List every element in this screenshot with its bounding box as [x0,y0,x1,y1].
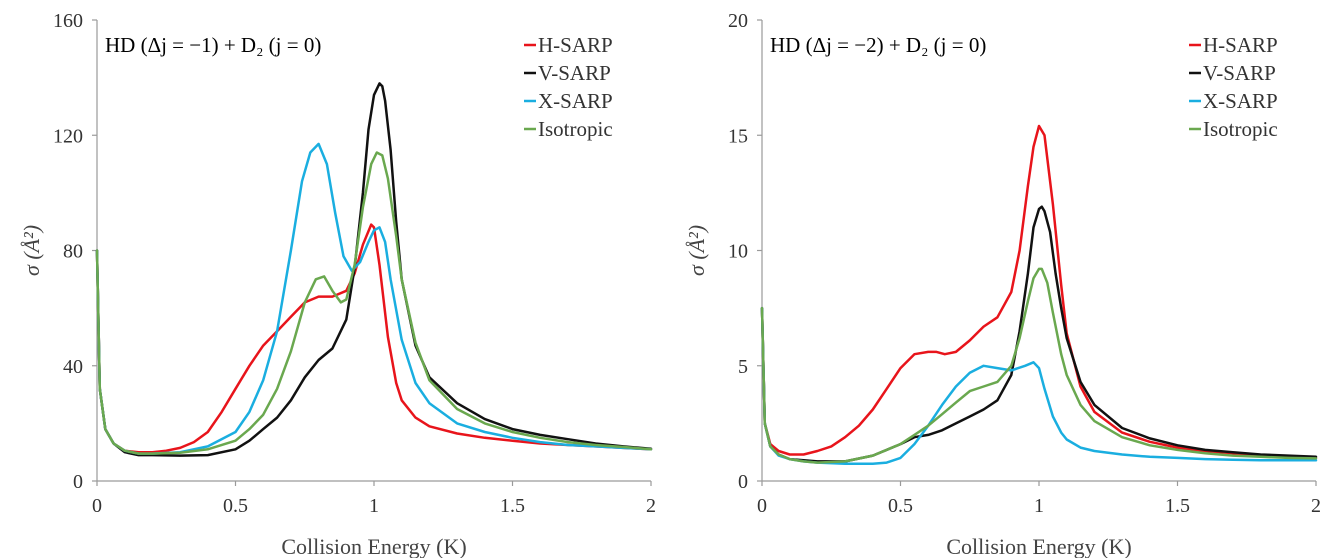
y-tick-label: 120 [53,125,83,147]
series-line-x-sarp [760,306,1318,465]
chart-title: HD (Δj = −1) + D₂ (j = 0) [105,33,321,57]
legend-label: Isotropic [1203,117,1278,141]
x-tick-label: 1 [1034,495,1044,517]
x-tick-label: 0.5 [223,495,248,517]
x-tick-label: 0 [92,495,102,517]
x-tick-label: 0.5 [888,495,913,517]
series-line-isotropic [95,151,653,455]
legend-label: V-SARP [1203,61,1276,85]
legend-label: H-SARP [1203,33,1278,57]
y-tick-label: 0 [738,471,748,493]
x-tick-label: 1 [369,495,379,517]
y-tick-label: 20 [728,10,748,32]
y-tick-label: 5 [738,356,748,378]
legend-label: Isotropic [538,117,613,141]
legend-label: X-SARP [538,89,613,113]
legend-label: H-SARP [538,33,613,57]
chart-title: HD (Δj = −2) + D₂ (j = 0) [770,33,986,57]
y-tick-label: 15 [728,125,748,147]
legend-label: V-SARP [538,61,611,85]
x-tick-label: 1.5 [500,495,525,517]
x-tick-label: 1.5 [1165,495,1190,517]
series-line-x-sarp [95,142,653,455]
x-axis-label: Collision Energy (K) [946,534,1131,558]
chart-right: 0 5 10 15 20 0 0.5 1 1.5 2 Collision Energy (K) σ (… [684,10,1321,558]
x-axis-label: Collision Energy (K) [281,534,466,558]
y-tick-label: 160 [53,10,83,32]
legend-label: X-SARP [1203,89,1278,113]
y-tick-label: 0 [73,471,83,493]
x-tick-label: 2 [1311,495,1321,517]
y-axis-label: σ (Å²) [684,225,709,276]
y-tick-label: 10 [728,241,748,263]
y-tick-label: 40 [63,356,83,378]
chart-left: 0 40 80 120 160 0 0.5 1 1.5 2 Collision Energy (K)… [19,10,656,558]
x-tick-label: 2 [646,495,656,517]
y-tick-label: 80 [63,241,83,263]
series-line-v-sarp [760,205,1318,463]
series-line-isotropic [760,267,1318,464]
series-line-h-sarp [95,223,653,454]
series-line-h-sarp [760,124,1318,460]
x-tick-label: 0 [757,495,767,517]
y-axis-label: σ (Å²) [19,225,44,276]
